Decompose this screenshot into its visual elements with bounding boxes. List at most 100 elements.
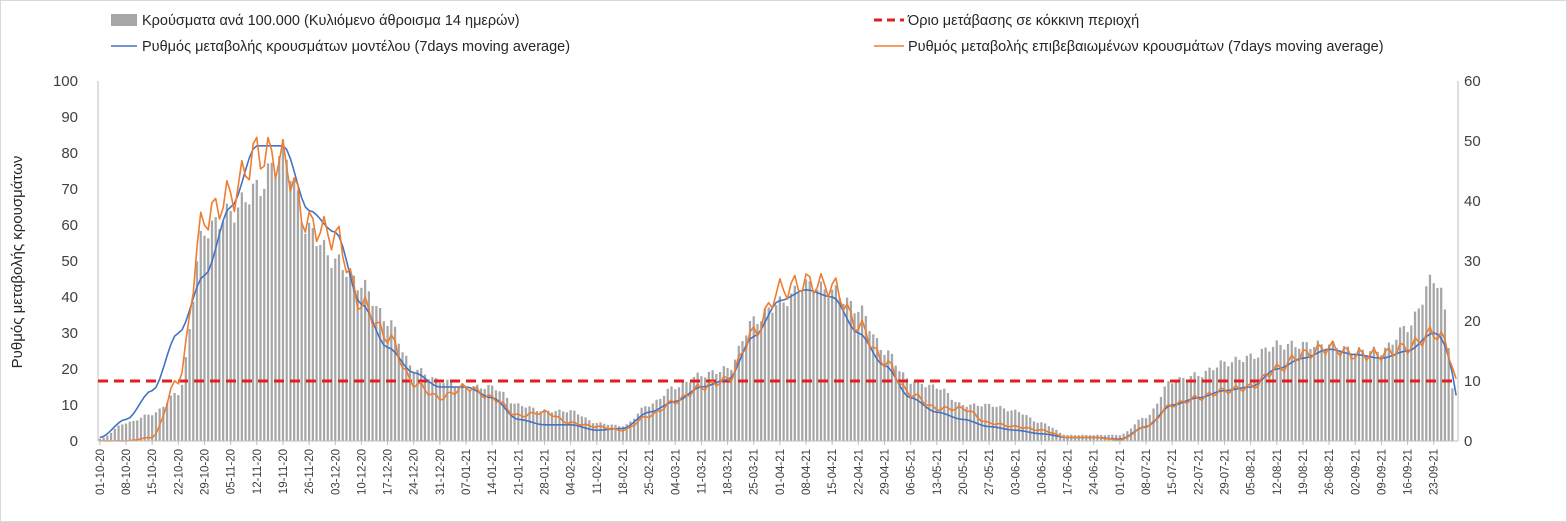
bar xyxy=(1410,325,1413,441)
bar xyxy=(580,416,583,441)
bar xyxy=(1242,362,1245,441)
x-tick-label: 01-07-21 xyxy=(1115,449,1127,495)
legend-item-confirmed[interactable]: Ρυθμός μεταβολής επιβεβαιωμένων κρουσμάτ… xyxy=(874,39,1384,55)
bar xyxy=(1256,357,1260,441)
bar xyxy=(102,437,105,441)
bar xyxy=(255,179,258,442)
bar xyxy=(423,374,427,441)
bar xyxy=(726,368,729,441)
bar xyxy=(345,276,348,441)
bar xyxy=(491,385,494,441)
x-tick-label: 04-03-21 xyxy=(670,449,682,495)
bar xyxy=(651,403,654,441)
bar xyxy=(1047,426,1050,441)
bar xyxy=(1298,348,1301,441)
bar xyxy=(371,305,374,441)
bar xyxy=(939,389,942,441)
bar xyxy=(838,297,841,441)
bar xyxy=(1428,274,1432,441)
x-tick-label: 01-04-21 xyxy=(775,449,787,495)
bar xyxy=(479,388,483,441)
bar xyxy=(1335,347,1338,441)
x-tick-label: 21-01-21 xyxy=(513,449,525,495)
bar xyxy=(1044,423,1047,441)
x-tick-label: 22-07-21 xyxy=(1193,449,1205,495)
bar xyxy=(289,180,292,441)
bar xyxy=(177,395,180,441)
bar xyxy=(1339,351,1342,441)
bar xyxy=(644,406,647,441)
bar xyxy=(1141,417,1144,441)
bar xyxy=(718,371,722,441)
bar xyxy=(547,410,550,441)
bar xyxy=(1286,343,1290,441)
bar xyxy=(498,391,501,441)
x-tick-label: 15-07-21 xyxy=(1167,449,1179,495)
bar xyxy=(875,338,879,441)
bar xyxy=(1122,433,1125,441)
bar xyxy=(393,326,397,441)
bar xyxy=(700,376,703,441)
bar xyxy=(330,267,333,441)
y-right-tick-10: 10 xyxy=(1464,373,1481,390)
bar xyxy=(689,382,692,441)
bar xyxy=(913,381,916,441)
bar xyxy=(763,308,767,441)
bar xyxy=(274,173,277,441)
bar xyxy=(1032,421,1036,441)
legend-item-threshold[interactable]: Όριο μετάβασης σε κόκκινη περιοχή xyxy=(874,13,1139,29)
line-series xyxy=(98,136,1458,442)
bar xyxy=(636,413,640,441)
bar xyxy=(1245,355,1249,441)
bar xyxy=(958,402,961,441)
bar xyxy=(382,321,385,441)
bar xyxy=(685,381,688,441)
x-tick-label: 16-09-21 xyxy=(1403,449,1415,495)
x-tick-label: 13-05-21 xyxy=(932,449,944,495)
x-tick-label: 19-11-20 xyxy=(278,449,290,494)
bar xyxy=(192,301,195,441)
bar xyxy=(1219,360,1222,441)
legend-item-model[interactable]: Ρυθμός μεταβολής κρουσμάτων μοντέλου (7d… xyxy=(111,39,570,55)
bar xyxy=(1182,377,1185,441)
bar xyxy=(1342,346,1346,441)
bar xyxy=(603,423,606,441)
legend-item-bars[interactable]: Κρούσματα ανά 100.000 (Κυλιόμενο άθροισμ… xyxy=(111,13,520,29)
bar xyxy=(681,382,684,441)
bar xyxy=(931,384,935,441)
bar xyxy=(633,418,636,441)
bar xyxy=(1279,344,1282,441)
bar xyxy=(139,417,143,441)
x-axis: 01-10-20 08-10-20 15-10-20 22-10-20 29-10-20… xyxy=(95,440,1458,495)
bar xyxy=(266,163,270,441)
bar xyxy=(285,159,288,441)
bar xyxy=(1369,351,1372,441)
bar xyxy=(524,407,527,441)
bar xyxy=(842,303,845,441)
x-tick-label: 24-06-21 xyxy=(1089,449,1101,495)
bar xyxy=(1268,351,1271,441)
bar xyxy=(1167,381,1170,441)
bar xyxy=(954,401,957,441)
x-tick-label: 08-07-21 xyxy=(1141,449,1153,495)
bar xyxy=(307,222,311,441)
bar xyxy=(883,354,886,441)
bar xyxy=(435,377,438,441)
bar xyxy=(472,386,475,441)
bar xyxy=(341,270,344,441)
bar xyxy=(319,244,322,441)
bar xyxy=(1384,347,1387,441)
bar xyxy=(1294,347,1297,441)
bar xyxy=(539,411,542,441)
bar xyxy=(214,217,217,441)
bar xyxy=(860,305,864,441)
bar xyxy=(408,365,412,441)
bar xyxy=(864,316,867,441)
x-tick-label: 14-01-21 xyxy=(487,449,499,495)
bar xyxy=(696,372,699,441)
bar xyxy=(591,423,595,441)
bar xyxy=(980,406,983,441)
bar xyxy=(431,377,434,441)
bar xyxy=(1406,332,1409,441)
x-tick-label: 29-10-20 xyxy=(200,449,212,495)
